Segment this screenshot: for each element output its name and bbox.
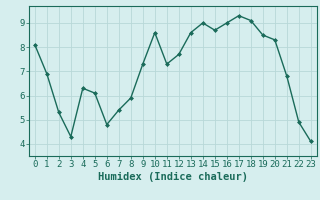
X-axis label: Humidex (Indice chaleur): Humidex (Indice chaleur) bbox=[98, 172, 248, 182]
